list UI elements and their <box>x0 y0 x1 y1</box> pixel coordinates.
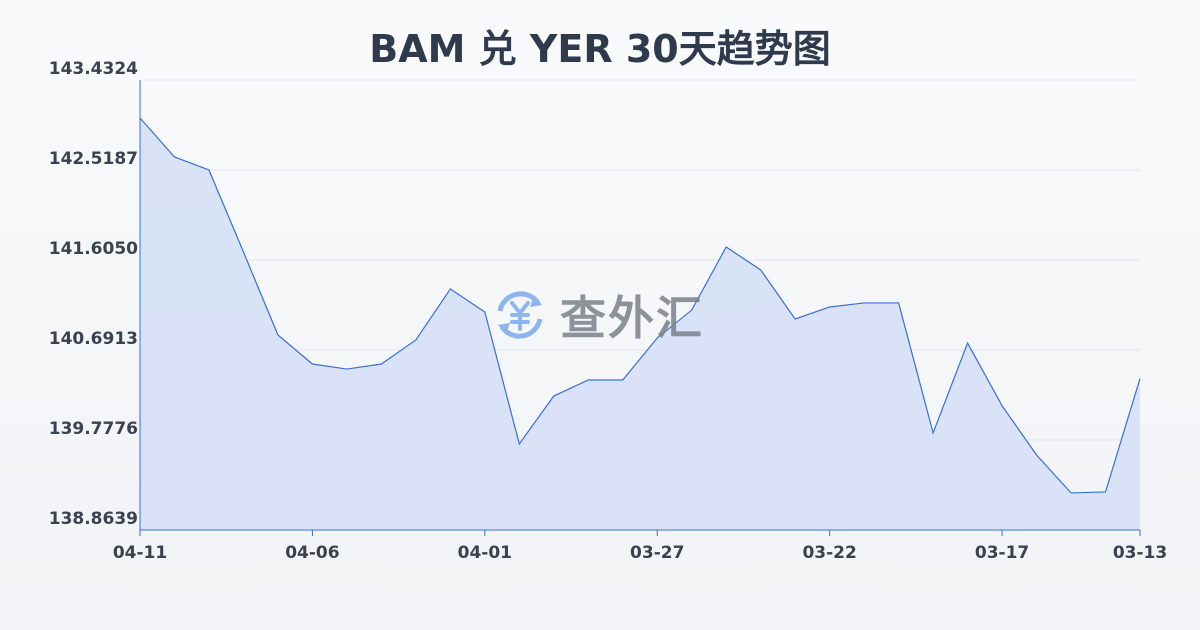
y-tick-label: 143.4324 <box>49 59 138 79</box>
x-tick-label: 03-17 <box>975 543 1029 563</box>
x-tick-label: 03-13 <box>1113 543 1167 563</box>
y-tick-label: 141.6050 <box>49 239 138 259</box>
area-fill <box>140 117 1140 531</box>
x-tick-label: 03-22 <box>802 543 856 563</box>
chart-title: BAM 兑 YER 30天趋势图 <box>369 27 831 71</box>
yen-exchange-icon <box>497 291 543 339</box>
y-tick-label: 140.6913 <box>49 329 138 349</box>
x-tick-label: 04-06 <box>285 543 339 563</box>
watermark-text: 查外汇 <box>560 291 704 345</box>
x-tick-label: 04-01 <box>458 543 512 563</box>
series-line <box>139 117 1141 494</box>
x-tick-label: 04-11 <box>113 543 167 563</box>
y-tick-label: 138.8639 <box>49 509 138 529</box>
y-tick-label: 139.7776 <box>49 419 138 439</box>
y-tick-label: 142.5187 <box>49 149 138 169</box>
x-tick-label: 03-27 <box>630 543 684 563</box>
watermark: 查外汇 <box>490 282 704 348</box>
